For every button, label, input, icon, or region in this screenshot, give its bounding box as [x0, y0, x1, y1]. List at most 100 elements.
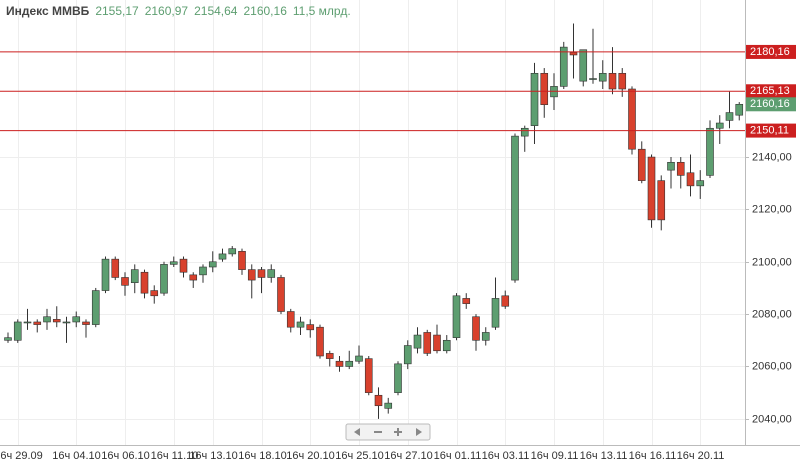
- zoom-in[interactable]: [394, 428, 402, 436]
- scroll-control: [345, 423, 431, 441]
- candle-body: [452, 295, 461, 338]
- candle-body: [374, 394, 383, 407]
- level-label: 2165,13: [750, 85, 790, 97]
- candle-body: [101, 258, 110, 291]
- x-tick-label: 16ч 13.10: [189, 450, 238, 462]
- candle-body: [277, 277, 285, 312]
- x-tick-label: 16ч 16.11: [629, 450, 677, 462]
- candle-body: [579, 49, 588, 82]
- x-tick-label: 16ч 20.10: [286, 450, 335, 462]
- candle-body: [667, 161, 675, 171]
- candle-body: [218, 253, 227, 260]
- candle-body: [179, 258, 188, 273]
- x-tick-label: 16ч 25.10: [335, 450, 384, 462]
- candle-body: [247, 269, 256, 281]
- candle-body: [462, 298, 471, 304]
- candle-body: [569, 52, 578, 56]
- x-tick-label: 16ч 27.10: [384, 450, 433, 462]
- candle-body: [394, 363, 402, 393]
- candle-body: [13, 321, 22, 341]
- candle-body: [306, 324, 315, 331]
- candle-body: [111, 258, 120, 278]
- candle-body: [589, 78, 597, 80]
- candle-body: [598, 72, 607, 82]
- candle-body: [140, 271, 149, 294]
- last-price-box: [746, 97, 796, 112]
- candle-body: [150, 290, 159, 297]
- candle-body: [442, 339, 451, 352]
- candle-body: [23, 321, 32, 324]
- candle-body: [364, 358, 373, 393]
- header-value: 11,5 млрд.: [292, 4, 351, 18]
- header-value: 2154,64: [194, 4, 238, 18]
- candle-body: [686, 172, 695, 187]
- scroll-panel: [345, 423, 431, 441]
- y-tick-label: 2140,00: [752, 151, 792, 163]
- candle-body: [160, 264, 168, 294]
- candle-body: [608, 72, 617, 90]
- candle-body: [637, 148, 646, 181]
- candle-body: [384, 402, 393, 409]
- y-tick-label: 2080,00: [752, 308, 792, 320]
- candle-body: [91, 290, 100, 325]
- candle-body: [345, 360, 354, 367]
- candle-body: [725, 112, 734, 121]
- candle-body: [189, 274, 198, 281]
- candle-body: [208, 261, 217, 268]
- candle-body: [257, 269, 266, 278]
- candle-body: [520, 127, 529, 137]
- candle-body: [325, 353, 334, 359]
- candle-body: [433, 334, 441, 352]
- zoom-out[interactable]: [374, 431, 382, 433]
- last-price-label: 2160,16: [750, 98, 790, 110]
- header-value: 2160,97: [144, 4, 189, 18]
- candle-body: [413, 334, 422, 349]
- candle-body: [735, 103, 744, 116]
- candle-body: [296, 321, 305, 328]
- candle-body: [316, 326, 324, 357]
- candle-body: [62, 321, 71, 324]
- candle-body: [676, 161, 685, 176]
- candle-body: [267, 269, 276, 278]
- candle-body: [130, 269, 139, 284]
- candle-body: [618, 72, 627, 90]
- scroll-left[interactable]: [354, 428, 360, 436]
- candle-body: [501, 295, 510, 307]
- instrument-title: Индекс ММВБ: [6, 4, 90, 18]
- candle-body: [423, 332, 432, 354]
- level-label: 2180,16: [750, 46, 790, 58]
- x-tick-label: 16ч 06.10: [101, 450, 150, 462]
- candle-body: [355, 355, 363, 362]
- y-tick-label: 2100,00: [752, 256, 792, 268]
- candle-body: [238, 250, 246, 270]
- candle-body: [491, 298, 500, 328]
- level-label-box: [746, 84, 796, 99]
- x-tick-label: 16ч 20.11: [677, 450, 725, 462]
- candle-body: [52, 319, 61, 323]
- candle-body: [43, 316, 51, 323]
- level-label-box: [746, 44, 796, 59]
- candle-body: [121, 277, 129, 286]
- candle-body: [696, 180, 705, 187]
- candle-body: [403, 345, 412, 365]
- x-tick-label: 16ч 13.11: [580, 450, 628, 462]
- x-tick-label: 16ч 29.09: [0, 450, 43, 462]
- candle-body: [511, 135, 519, 281]
- header: Индекс ММВБ 2155,17 2160,97 2154,64 2160,16…: [6, 4, 351, 18]
- candle-body: [199, 266, 207, 276]
- scroll-right[interactable]: [416, 428, 422, 436]
- x-tick-label: 16ч 18.10: [238, 450, 287, 462]
- level-label: 2150,11: [750, 125, 789, 137]
- y-tick-label: 2060,00: [752, 360, 792, 372]
- y-tick-label: 2040,00: [752, 413, 792, 425]
- candle-body: [4, 337, 12, 341]
- x-tick-label: 16ч 01.11: [434, 450, 482, 462]
- candle-body: [715, 122, 724, 129]
- candle-body: [169, 261, 178, 265]
- header-value: 2155,17: [95, 4, 139, 18]
- candle-body: [559, 46, 568, 87]
- candle-body: [530, 72, 539, 126]
